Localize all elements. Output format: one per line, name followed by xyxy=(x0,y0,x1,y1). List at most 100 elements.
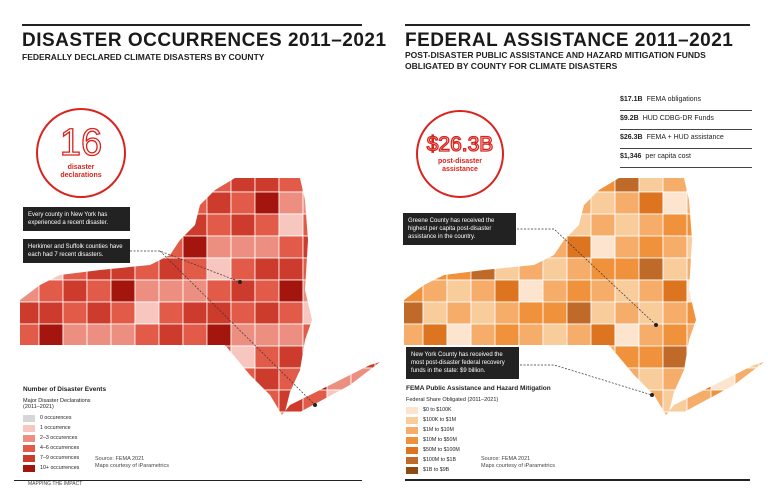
county xyxy=(254,213,280,237)
county xyxy=(230,257,256,281)
county xyxy=(446,301,472,325)
county xyxy=(206,279,232,303)
county xyxy=(134,257,160,281)
county xyxy=(158,389,184,413)
county xyxy=(158,301,184,325)
county xyxy=(158,213,184,237)
county xyxy=(710,213,736,237)
county xyxy=(374,389,380,413)
legend-label: $100K to $1M xyxy=(423,417,456,423)
county xyxy=(470,323,496,347)
county xyxy=(350,178,376,193)
page-subtitle: FEDERALLY DECLARED CLIMATE DISASTERS BY … xyxy=(22,52,265,62)
county xyxy=(686,389,712,413)
county xyxy=(350,323,376,347)
badge-label: post-disaster xyxy=(438,158,482,165)
county xyxy=(686,178,712,193)
county xyxy=(374,178,380,193)
county xyxy=(86,323,112,347)
county xyxy=(134,213,160,237)
county xyxy=(182,257,208,281)
legend-swatch xyxy=(23,464,35,472)
county xyxy=(110,323,136,347)
county xyxy=(590,323,616,347)
county xyxy=(206,389,232,413)
county xyxy=(182,367,208,391)
legend-label: $1M to $10M xyxy=(423,427,454,433)
county xyxy=(350,257,376,281)
county xyxy=(302,367,328,391)
county xyxy=(614,279,640,303)
county xyxy=(254,257,280,281)
county xyxy=(710,323,736,347)
county xyxy=(206,301,232,325)
county xyxy=(710,235,736,259)
county xyxy=(206,257,232,281)
county xyxy=(758,345,764,369)
county xyxy=(614,191,640,215)
county xyxy=(518,235,544,259)
legend-label: 1 occurrence xyxy=(40,425,71,431)
county xyxy=(662,367,688,391)
bottom-rule xyxy=(405,479,750,481)
county xyxy=(734,323,760,347)
county xyxy=(182,345,208,369)
county xyxy=(230,411,256,415)
county xyxy=(590,178,616,193)
county xyxy=(662,301,688,325)
legend-item: 7–9 occurrences xyxy=(23,453,106,463)
county xyxy=(278,191,304,215)
county xyxy=(62,279,88,303)
county xyxy=(326,213,352,237)
county xyxy=(686,279,712,303)
legend-item: $10M to $50M xyxy=(406,435,551,445)
county xyxy=(62,301,88,325)
county xyxy=(206,411,232,415)
county xyxy=(566,257,592,281)
county xyxy=(134,323,160,347)
stat-row: $1,346 per capita cost xyxy=(620,150,752,168)
county xyxy=(302,345,328,369)
county xyxy=(710,345,736,369)
county xyxy=(254,235,280,259)
county xyxy=(686,191,712,215)
county xyxy=(134,235,160,259)
county xyxy=(134,345,160,369)
county xyxy=(158,257,184,281)
county xyxy=(662,389,688,413)
county xyxy=(734,389,760,413)
county xyxy=(374,411,380,415)
county xyxy=(182,323,208,347)
county xyxy=(230,323,256,347)
county xyxy=(734,345,760,369)
county xyxy=(158,411,184,415)
county xyxy=(446,178,472,193)
county xyxy=(230,389,256,413)
county xyxy=(590,301,616,325)
county xyxy=(350,235,376,259)
county xyxy=(278,279,304,303)
county xyxy=(710,279,736,303)
county xyxy=(374,279,380,303)
page-title: DISASTER OCCURRENCES 2011–2021 xyxy=(22,30,387,51)
county xyxy=(734,178,760,193)
county xyxy=(470,178,496,193)
county xyxy=(734,301,760,325)
county xyxy=(350,411,376,415)
county xyxy=(710,389,736,413)
county xyxy=(404,301,424,325)
top-rule xyxy=(22,24,362,26)
county xyxy=(158,191,184,215)
legend-label: $10M to $50M xyxy=(423,437,457,443)
county xyxy=(326,345,352,369)
county xyxy=(662,191,688,215)
callout-note: Every county in New York has experienced… xyxy=(23,207,130,231)
legend-swatch xyxy=(23,444,35,452)
county xyxy=(86,345,112,369)
county xyxy=(62,345,88,369)
county xyxy=(710,301,736,325)
county xyxy=(542,235,568,259)
county xyxy=(638,301,664,325)
county xyxy=(446,323,472,347)
county xyxy=(374,301,380,325)
